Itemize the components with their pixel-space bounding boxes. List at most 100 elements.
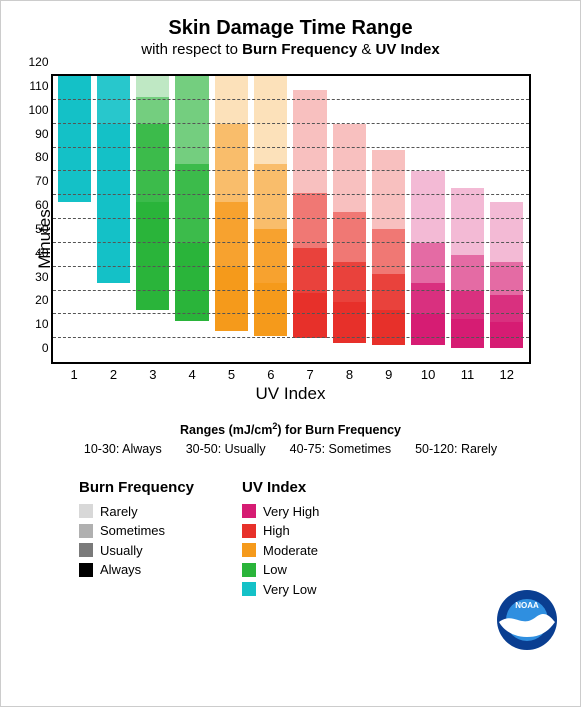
x-tick-label: 12: [487, 367, 526, 382]
subtitle-mid: &: [357, 41, 375, 58]
ranges-title-b: ) for Burn Frequency: [277, 423, 401, 437]
legend-label: Moderate: [263, 541, 318, 561]
legend-swatch: [79, 543, 93, 557]
bar-column: [214, 76, 249, 362]
legend-swatch: [79, 563, 93, 577]
legend-item: Usually: [79, 541, 194, 561]
svg-text:NOAA: NOAA: [515, 601, 539, 610]
subtitle-uvindex: UV Index: [376, 41, 440, 58]
legend-swatch: [79, 524, 93, 538]
legend-label: Low: [263, 560, 287, 580]
y-tick-label: 80: [23, 150, 49, 164]
legends: Burn Frequency RarelySometimesUsuallyAlw…: [19, 479, 562, 600]
chart-title: Skin Damage Time Range: [19, 17, 562, 40]
gridline: [53, 290, 529, 291]
ranges-title-a: Ranges (mJ/cm: [180, 423, 272, 437]
bar-segment-always: [411, 314, 444, 345]
bar-column: [292, 76, 327, 362]
gridline: [53, 194, 529, 195]
chart-subtitle: with respect to Burn Frequency & UV Inde…: [19, 41, 562, 58]
y-tick-label: 110: [23, 79, 49, 93]
legend-label: Sometimes: [100, 521, 165, 541]
legend-label: Rarely: [100, 502, 138, 522]
x-tick-label: 3: [133, 367, 172, 382]
bar-column: [332, 76, 367, 362]
legend-swatch: [79, 504, 93, 518]
legend-label: Very High: [263, 502, 319, 522]
legend-label: Very Low: [263, 580, 316, 600]
legend-freq-title: Burn Frequency: [79, 479, 194, 496]
x-tick-label: 4: [172, 367, 211, 382]
gridline: [53, 266, 529, 267]
legend-item: Always: [79, 560, 194, 580]
x-tick-label: 11: [448, 367, 487, 382]
range-item: 30-50: Usually: [186, 442, 266, 456]
bar-column: [57, 76, 92, 362]
y-tick-label: 90: [23, 127, 49, 141]
y-tick-label: 70: [23, 174, 49, 188]
y-tick-label: 120: [23, 55, 49, 69]
ranges-title: Ranges (mJ/cm2) for Burn Frequency: [19, 420, 562, 440]
subtitle-burnfreq: Burn Frequency: [242, 41, 357, 58]
legend-item: High: [242, 521, 319, 541]
legend-swatch: [242, 563, 256, 577]
plot-area: 0102030405060708090100110120: [51, 74, 531, 364]
bar-segment-always: [58, 76, 91, 202]
bar-column: [135, 76, 170, 362]
legend-item: Very Low: [242, 580, 319, 600]
bar-column: [371, 76, 406, 362]
bar-column: [450, 76, 485, 362]
y-tick-label: 60: [23, 198, 49, 212]
gridline: [53, 123, 529, 124]
gridline: [53, 170, 529, 171]
legend-label: Always: [100, 560, 141, 580]
bar-segment-always: [254, 283, 287, 335]
range-item: 10-30: Always: [84, 442, 162, 456]
y-tick-label: 50: [23, 222, 49, 236]
title-block: Skin Damage Time Range with respect to B…: [19, 17, 562, 58]
legend-uv-title: UV Index: [242, 479, 319, 496]
bar-column: [410, 76, 445, 362]
legend-item: Rarely: [79, 502, 194, 522]
gridline: [53, 218, 529, 219]
bar-segment-always: [293, 293, 326, 338]
bar-column: [253, 76, 288, 362]
x-axis-label: UV Index: [51, 384, 531, 404]
legend-item: Moderate: [242, 541, 319, 561]
gridline: [53, 337, 529, 338]
legend-swatch: [242, 582, 256, 596]
legend-item: Very High: [242, 502, 319, 522]
legend-uv-items: Very HighHighModerateLowVery Low: [242, 502, 319, 600]
bars-layer: [57, 76, 525, 362]
chart: Minutes 0102030405060708090100110120 123…: [51, 74, 531, 404]
bar-column: [174, 76, 209, 362]
legend-item: Low: [242, 560, 319, 580]
x-ticks: 123456789101112: [51, 367, 531, 382]
y-tick-label: 100: [23, 103, 49, 117]
y-tick-label: 0: [23, 341, 49, 355]
ranges-row: 10-30: Always30-50: Usually40-75: Someti…: [19, 440, 562, 459]
bar-column: [96, 76, 131, 362]
bar-segment-always: [97, 124, 130, 284]
noaa-logo-icon: NOAA: [496, 589, 558, 656]
legend-swatch: [242, 543, 256, 557]
figure-container: Skin Damage Time Range with respect to B…: [0, 0, 581, 707]
subtitle-prefix: with respect to: [141, 41, 242, 58]
gridline: [53, 242, 529, 243]
y-tick-label: 30: [23, 270, 49, 284]
gridline: [53, 147, 529, 148]
legend-label: High: [263, 521, 290, 541]
y-tick-label: 10: [23, 317, 49, 331]
ranges-caption: Ranges (mJ/cm2) for Burn Frequency 10-30…: [19, 420, 562, 459]
gridline: [53, 99, 529, 100]
bar-segment-always: [451, 319, 484, 348]
bar-segment-always: [490, 322, 523, 348]
gridline: [53, 313, 529, 314]
legend-label: Usually: [100, 541, 143, 561]
bar-column: [489, 76, 524, 362]
x-tick-label: 2: [94, 367, 133, 382]
legend-burn-frequency: Burn Frequency RarelySometimesUsuallyAlw…: [79, 479, 194, 600]
x-tick-label: 10: [408, 367, 447, 382]
y-tick-label: 40: [23, 246, 49, 260]
legend-swatch: [242, 524, 256, 538]
